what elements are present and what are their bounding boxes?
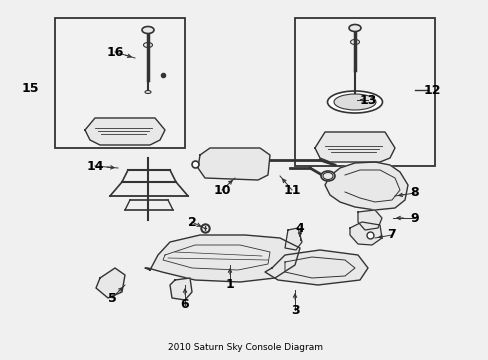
Ellipse shape bbox=[348, 24, 360, 31]
Polygon shape bbox=[285, 228, 302, 250]
Text: 9: 9 bbox=[410, 211, 418, 225]
Polygon shape bbox=[325, 162, 407, 210]
Polygon shape bbox=[349, 222, 381, 245]
Ellipse shape bbox=[327, 91, 382, 113]
Text: 3: 3 bbox=[290, 303, 299, 316]
Text: 11: 11 bbox=[283, 184, 300, 197]
Polygon shape bbox=[85, 118, 164, 145]
Ellipse shape bbox=[142, 27, 154, 33]
Text: 6: 6 bbox=[181, 298, 189, 311]
Polygon shape bbox=[198, 148, 269, 180]
Bar bbox=[294, 18, 434, 166]
Text: 15: 15 bbox=[21, 81, 39, 94]
Text: 8: 8 bbox=[410, 186, 418, 199]
Ellipse shape bbox=[145, 90, 151, 94]
Ellipse shape bbox=[333, 94, 375, 110]
Text: 7: 7 bbox=[387, 229, 396, 242]
Text: 14: 14 bbox=[86, 159, 103, 172]
Text: 12: 12 bbox=[423, 84, 440, 96]
Text: 10: 10 bbox=[213, 184, 230, 197]
Text: 16: 16 bbox=[106, 45, 123, 58]
Text: 2010 Saturn Sky Console Diagram: 2010 Saturn Sky Console Diagram bbox=[167, 343, 322, 352]
Polygon shape bbox=[314, 132, 394, 162]
Text: 2: 2 bbox=[187, 216, 196, 229]
Text: 1: 1 bbox=[225, 279, 234, 292]
Ellipse shape bbox=[320, 171, 334, 181]
Polygon shape bbox=[96, 268, 125, 298]
Polygon shape bbox=[264, 250, 367, 285]
Polygon shape bbox=[170, 278, 192, 300]
Text: 4: 4 bbox=[295, 221, 304, 234]
Text: 5: 5 bbox=[107, 292, 116, 305]
Text: 13: 13 bbox=[359, 94, 376, 107]
Polygon shape bbox=[145, 235, 299, 282]
Bar bbox=[55, 18, 184, 148]
Polygon shape bbox=[357, 210, 381, 230]
